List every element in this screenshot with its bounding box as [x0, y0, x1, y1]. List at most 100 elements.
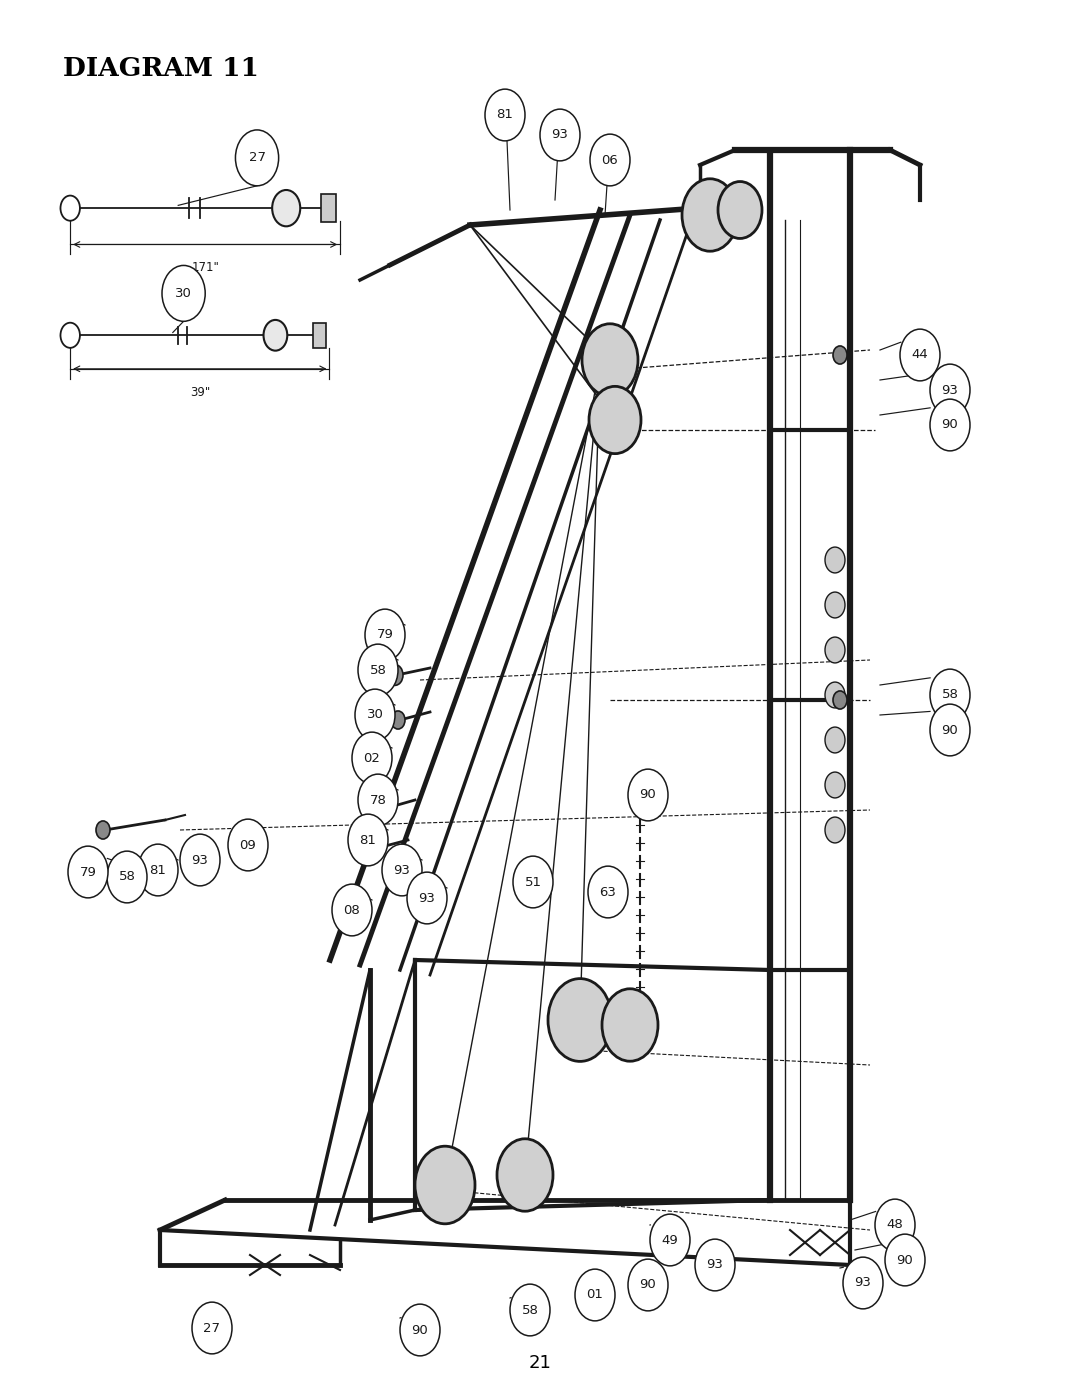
Circle shape [681, 179, 738, 251]
Circle shape [627, 770, 669, 821]
Text: 01: 01 [586, 1288, 604, 1302]
Text: 93: 93 [706, 1259, 724, 1271]
Text: 81: 81 [360, 834, 377, 847]
Circle shape [930, 365, 970, 416]
Circle shape [400, 1305, 440, 1356]
Circle shape [235, 130, 279, 186]
Text: 58: 58 [369, 664, 387, 676]
Circle shape [833, 692, 847, 710]
Circle shape [264, 320, 287, 351]
Circle shape [590, 134, 630, 186]
Circle shape [355, 689, 395, 740]
Circle shape [510, 1284, 550, 1336]
Circle shape [68, 847, 108, 898]
Text: 58: 58 [942, 689, 958, 701]
Circle shape [415, 1146, 475, 1224]
Circle shape [825, 682, 845, 708]
Circle shape [138, 844, 178, 895]
FancyBboxPatch shape [313, 323, 326, 348]
Circle shape [843, 1257, 883, 1309]
Circle shape [60, 323, 80, 348]
Text: 90: 90 [411, 1323, 429, 1337]
Circle shape [825, 592, 845, 617]
Text: 93: 93 [191, 854, 208, 866]
Circle shape [582, 324, 638, 397]
Circle shape [825, 548, 845, 573]
Text: 93: 93 [942, 384, 958, 397]
Text: 06: 06 [602, 154, 619, 166]
Circle shape [180, 834, 220, 886]
Text: 93: 93 [419, 891, 435, 904]
Circle shape [332, 884, 372, 936]
Text: 21: 21 [528, 1354, 552, 1372]
Circle shape [825, 817, 845, 842]
Text: 90: 90 [896, 1253, 914, 1267]
Text: 49: 49 [662, 1234, 678, 1246]
Circle shape [387, 665, 403, 686]
Circle shape [365, 609, 405, 661]
Circle shape [833, 346, 847, 365]
Text: 02: 02 [364, 752, 380, 764]
Circle shape [382, 844, 422, 895]
Circle shape [348, 814, 388, 866]
Text: 90: 90 [639, 788, 657, 802]
Circle shape [900, 330, 940, 381]
Text: 90: 90 [942, 724, 958, 736]
Circle shape [107, 851, 147, 902]
Text: 44: 44 [912, 348, 929, 362]
Circle shape [696, 1239, 735, 1291]
Circle shape [162, 265, 205, 321]
Text: 58: 58 [522, 1303, 539, 1316]
Circle shape [357, 774, 399, 826]
Text: 08: 08 [343, 904, 361, 916]
Circle shape [228, 819, 268, 870]
Circle shape [391, 711, 405, 729]
Text: 30: 30 [366, 708, 383, 721]
Circle shape [825, 637, 845, 664]
Circle shape [407, 872, 447, 923]
Circle shape [575, 1268, 615, 1322]
FancyBboxPatch shape [321, 194, 336, 222]
Text: 93: 93 [552, 129, 568, 141]
Circle shape [352, 732, 392, 784]
Circle shape [875, 1199, 915, 1250]
Circle shape [627, 1259, 669, 1310]
Text: 58: 58 [119, 870, 135, 883]
Text: 79: 79 [80, 866, 96, 879]
Circle shape [361, 841, 375, 859]
Text: 79: 79 [377, 629, 393, 641]
Text: 93: 93 [393, 863, 410, 876]
Circle shape [497, 1139, 553, 1211]
Circle shape [513, 856, 553, 908]
Text: 93: 93 [854, 1277, 872, 1289]
Text: 27: 27 [203, 1322, 220, 1334]
Text: 90: 90 [942, 419, 958, 432]
Circle shape [372, 800, 384, 819]
Text: 39": 39" [190, 386, 210, 398]
Circle shape [548, 979, 612, 1062]
Circle shape [540, 109, 580, 161]
Text: 27: 27 [248, 151, 266, 165]
Text: DIAGRAM 11: DIAGRAM 11 [63, 56, 258, 81]
Text: 81: 81 [497, 109, 513, 122]
Text: 51: 51 [525, 876, 541, 888]
Circle shape [60, 196, 80, 221]
Circle shape [588, 866, 627, 918]
Circle shape [272, 190, 300, 226]
Circle shape [485, 89, 525, 141]
Text: 48: 48 [887, 1218, 903, 1232]
Circle shape [825, 773, 845, 798]
Text: 63: 63 [599, 886, 617, 898]
Circle shape [885, 1234, 924, 1285]
Circle shape [96, 821, 110, 840]
Circle shape [602, 989, 658, 1062]
Text: 90: 90 [639, 1278, 657, 1291]
Circle shape [357, 644, 399, 696]
Text: 81: 81 [149, 863, 166, 876]
Circle shape [718, 182, 762, 239]
Text: 171": 171" [191, 261, 219, 274]
Circle shape [650, 1214, 690, 1266]
Text: 09: 09 [240, 838, 256, 852]
Circle shape [930, 704, 970, 756]
Circle shape [192, 1302, 232, 1354]
